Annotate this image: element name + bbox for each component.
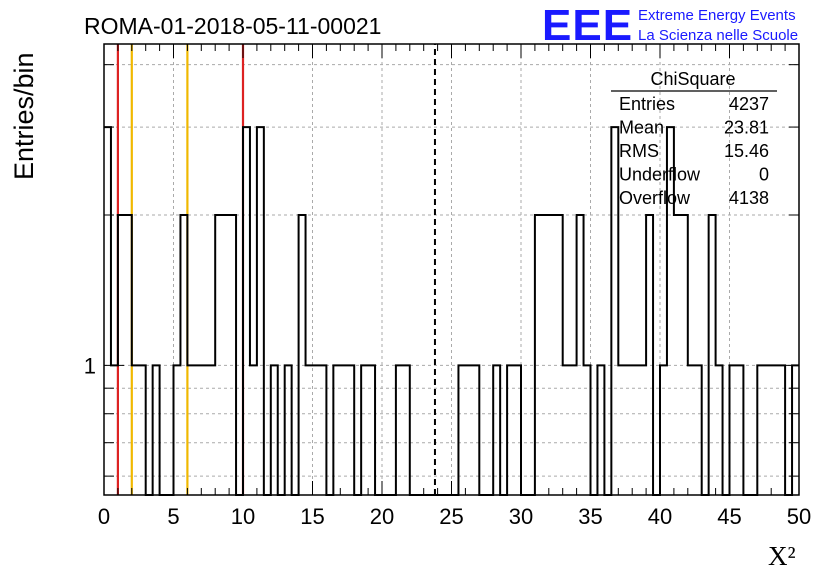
- stats-row-value: 4237: [729, 94, 769, 114]
- x-tick-label: 0: [98, 504, 110, 529]
- eee-logo-line1: Extreme Energy Events: [638, 7, 796, 24]
- x-tick-label: 5: [167, 504, 179, 529]
- stats-row-label: Underflow: [619, 165, 701, 185]
- x-tick-label: 45: [717, 504, 741, 529]
- y-tick-label: 1: [84, 353, 96, 378]
- x-tick-label: 40: [648, 504, 672, 529]
- plot-area: 0 5 10 15 20 25 30 35 40 45 50 1: [84, 43, 811, 529]
- run-title: ROMA-01-2018-05-11-00021: [84, 13, 381, 39]
- x-tick-label: 50: [787, 504, 811, 529]
- x-tick-label: 25: [439, 504, 463, 529]
- stats-row-label: Entries: [619, 94, 675, 114]
- stats-row-value: 23.81: [724, 118, 769, 138]
- x-tick-label: 30: [509, 504, 533, 529]
- x-tick-label: 10: [231, 504, 255, 529]
- x-tick-label: 15: [300, 504, 324, 529]
- x-axis-label: X²: [768, 541, 796, 571]
- stats-box-title: ChiSquare: [650, 69, 735, 89]
- stats-row-label: RMS: [619, 141, 659, 161]
- eee-logo-line2: La Scienza nelle Scuole: [638, 27, 798, 44]
- eee-logo-mark: EEE: [542, 1, 633, 50]
- stats-row-label: Mean: [619, 118, 664, 138]
- eee-logo: EEE Extreme Energy Events La Scienza nel…: [542, 1, 798, 50]
- x-tick-label: 35: [578, 504, 602, 529]
- stats-row-value: 4138: [729, 188, 769, 208]
- x-tick-label: 20: [370, 504, 394, 529]
- stats-box: ChiSquare Entries 4237 Mean 23.81 RMS 15.46 Un…: [611, 69, 777, 208]
- stats-row-value: 0: [759, 165, 769, 185]
- y-axis-label: Entries/bin: [9, 52, 39, 180]
- stats-row-value: 15.46: [724, 141, 769, 161]
- stats-row-label: Overflow: [619, 188, 691, 208]
